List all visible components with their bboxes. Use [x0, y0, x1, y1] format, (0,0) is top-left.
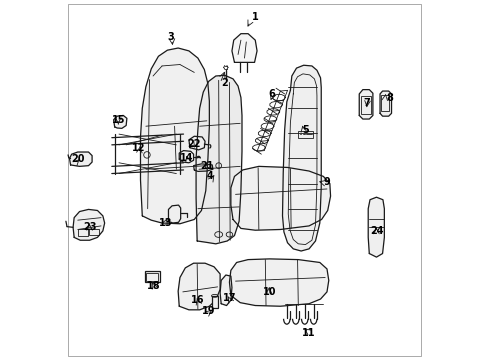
- Polygon shape: [140, 48, 209, 224]
- Text: 22: 22: [187, 139, 201, 149]
- Polygon shape: [196, 75, 242, 244]
- Polygon shape: [178, 263, 220, 310]
- Text: 16: 16: [191, 295, 204, 305]
- Text: 14: 14: [180, 153, 193, 163]
- Text: 12: 12: [132, 143, 145, 153]
- Polygon shape: [113, 116, 126, 129]
- Polygon shape: [69, 152, 92, 166]
- Polygon shape: [220, 275, 231, 306]
- Text: 2: 2: [221, 78, 228, 88]
- Bar: [144, 271, 160, 282]
- Polygon shape: [231, 34, 257, 62]
- Text: 11: 11: [302, 328, 315, 338]
- Polygon shape: [168, 205, 180, 223]
- Text: 23: 23: [82, 222, 96, 232]
- Text: 6: 6: [267, 89, 274, 99]
- Polygon shape: [379, 91, 391, 116]
- Bar: [360, 96, 370, 114]
- Text: 10: 10: [263, 287, 276, 297]
- Text: 18: 18: [147, 281, 161, 291]
- Text: 15: 15: [111, 115, 125, 125]
- Text: 5: 5: [302, 125, 308, 135]
- Text: 3: 3: [167, 32, 174, 41]
- Polygon shape: [367, 197, 384, 257]
- Bar: [211, 296, 218, 309]
- Polygon shape: [73, 210, 104, 240]
- Text: 1: 1: [251, 12, 258, 22]
- Text: 20: 20: [71, 154, 84, 164]
- Polygon shape: [282, 65, 321, 251]
- Polygon shape: [193, 164, 212, 171]
- Bar: [298, 131, 313, 138]
- Text: 4: 4: [206, 171, 213, 181]
- Polygon shape: [179, 150, 193, 163]
- Text: 13: 13: [159, 218, 172, 228]
- Bar: [146, 273, 158, 281]
- Text: 9: 9: [323, 177, 330, 187]
- Polygon shape: [229, 259, 328, 306]
- Text: 19: 19: [202, 306, 215, 316]
- Bar: [78, 229, 88, 235]
- Bar: [88, 229, 99, 234]
- Polygon shape: [230, 166, 330, 230]
- Text: 17: 17: [223, 293, 236, 303]
- Text: 21: 21: [200, 161, 213, 171]
- Text: 24: 24: [370, 226, 383, 236]
- Bar: [381, 95, 388, 111]
- Text: 7: 7: [362, 98, 369, 108]
- Polygon shape: [188, 136, 204, 150]
- Polygon shape: [359, 90, 372, 119]
- Text: 8: 8: [386, 93, 392, 103]
